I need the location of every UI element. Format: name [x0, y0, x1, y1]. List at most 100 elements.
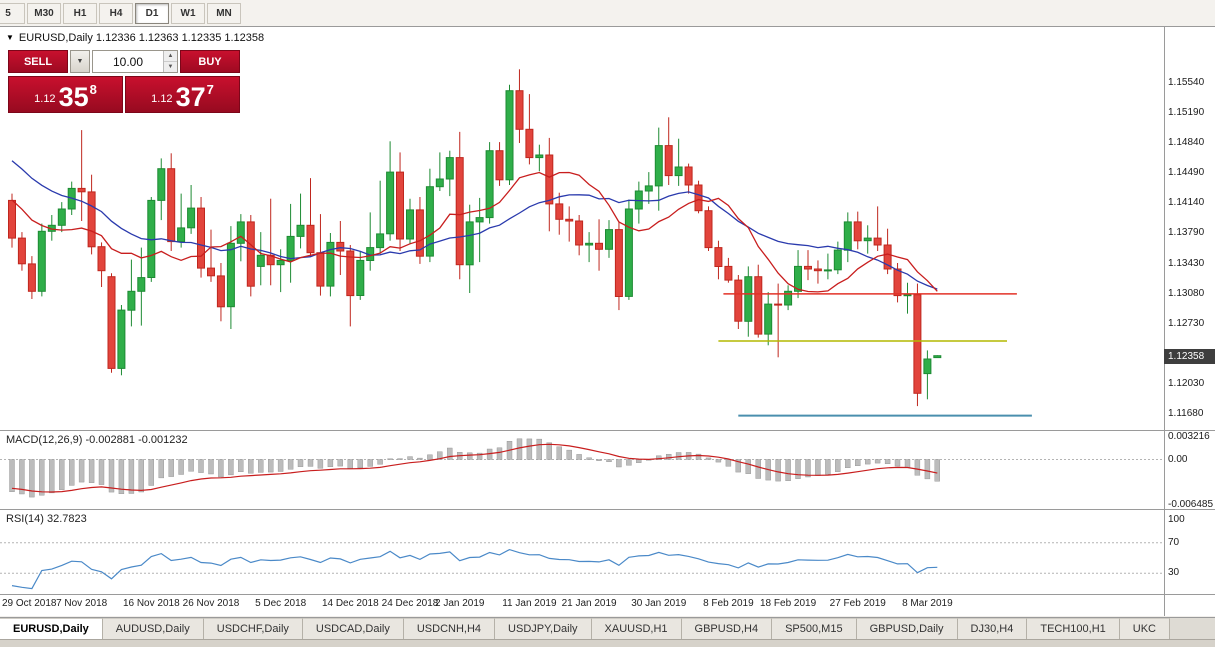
macd-histogram-bar	[785, 459, 791, 481]
macd-histogram-bar	[496, 447, 503, 460]
buy-price-main: 37	[175, 82, 206, 112]
time-axis-label: 11 Jan 2019	[502, 598, 557, 609]
chart-tab[interactable]: DJ30,H4	[957, 618, 1028, 639]
buy-price-prefix: 1.12	[151, 93, 173, 105]
volume-input[interactable]: 10.00 ▲ ▼	[92, 50, 178, 73]
panel-divider[interactable]	[0, 509, 1215, 510]
macd-histogram-bar	[98, 459, 105, 485]
timeframe-button-m30[interactable]: M30	[27, 2, 61, 24]
chart-tab[interactable]: AUDUSD,Daily	[102, 618, 204, 639]
chart-tab[interactable]: EURUSD,Daily	[0, 618, 103, 639]
chart-background	[0, 27, 1215, 616]
macd-histogram-bar	[19, 459, 25, 495]
sell-button[interactable]: SELL	[8, 50, 68, 73]
candlestick	[296, 224, 305, 237]
volume-decrease-button[interactable]: ▼	[164, 62, 177, 72]
chart-tab[interactable]: SP500,M15	[772, 618, 857, 639]
macd-histogram-bar	[168, 459, 174, 477]
candlestick	[585, 242, 594, 246]
candlestick	[933, 355, 942, 359]
candlestick	[485, 150, 494, 219]
candlestick	[256, 254, 265, 267]
one-click-trading-panel: SELL ▼ 10.00 ▲ ▼ BUY 1.12 35 8 1.12 37	[8, 50, 240, 113]
candlestick	[644, 185, 653, 192]
macd-histogram-bar	[118, 459, 125, 494]
time-axis: 29 Oct 2018 7 Nov 2018 16 Nov 2018 26 Nov 2…	[0, 596, 1164, 615]
chart-tab[interactable]: USDJPY,Daily	[495, 618, 592, 639]
volume-value[interactable]: 10.00	[112, 54, 144, 69]
chart-tab[interactable]: USDCAD,Daily	[302, 618, 404, 639]
macd-histogram-bar	[586, 457, 592, 460]
timeframe-button-w1[interactable]: W1	[171, 2, 205, 24]
macd-histogram-bar	[68, 459, 75, 486]
candlestick	[724, 265, 733, 281]
time-axis-label: 30 Jan 2019	[631, 598, 687, 609]
macd-histogram-bar	[88, 459, 95, 483]
candlestick	[435, 178, 444, 188]
price-chart[interactable]	[0, 28, 1164, 430]
candlestick	[97, 246, 106, 272]
candlestick	[804, 265, 812, 270]
macd-signal-line	[11, 443, 938, 493]
candlestick	[923, 358, 932, 375]
macd-indicator-chart[interactable]	[0, 431, 1164, 509]
macd-histogram-bar	[248, 459, 254, 474]
time-axis-label: 5 Dec 2018	[255, 598, 307, 609]
timeframe-button-h4[interactable]: H4	[99, 2, 133, 24]
candlestick	[764, 303, 773, 335]
volume-increase-button[interactable]: ▲	[164, 51, 177, 62]
candlestick	[207, 267, 215, 277]
macd-histogram-bar	[198, 459, 204, 473]
macd-histogram-bar	[556, 446, 562, 460]
candlestick	[445, 157, 454, 180]
chart-tab[interactable]: GBPUSD,H4	[681, 618, 773, 639]
candlestick	[157, 168, 166, 201]
time-axis-label: 29 Oct 2018	[2, 598, 57, 609]
candlestick	[893, 268, 902, 297]
chart-tab[interactable]: GBPUSD,Daily	[856, 618, 958, 639]
macd-histogram-bar	[476, 452, 483, 460]
timeframe-button-5[interactable]: 5	[0, 2, 25, 24]
candlestick	[704, 210, 713, 249]
timeframe-button-h1[interactable]: H1	[63, 2, 97, 24]
macd-histogram-bar	[417, 457, 423, 460]
ma-fast-line	[11, 171, 938, 293]
time-axis-label: 21 Jan 2019	[561, 598, 617, 609]
macd-histogram-bar	[228, 459, 234, 476]
timeframe-button-d1[interactable]: D1	[135, 2, 169, 24]
horizontal-scrollbar[interactable]	[0, 639, 1215, 647]
panel-divider[interactable]	[0, 430, 1215, 431]
volume-dropdown-button[interactable]: ▼	[70, 50, 90, 73]
timeframe-button-mn[interactable]: MN	[207, 2, 241, 24]
macd-histogram-bar	[437, 451, 443, 460]
chart-tab[interactable]: USDCHF,Daily	[203, 618, 303, 639]
macd-histogram-bar	[775, 459, 781, 482]
chart-tab[interactable]: XAUUSD,H1	[591, 618, 682, 639]
timeframe-toolbar: 5 M30 H1 H4 D1 W1 MN	[0, 0, 1215, 27]
chart-tab[interactable]: UKC	[1119, 618, 1170, 639]
rsi-indicator-chart[interactable]	[0, 510, 1164, 594]
candlestick	[87, 191, 96, 248]
candlestick	[187, 207, 196, 229]
chevron-down-icon: ▼	[76, 58, 84, 65]
buy-button[interactable]: BUY	[180, 50, 240, 73]
macd-histogram-bar	[934, 459, 940, 482]
buy-price-button[interactable]: 1.12 37 7	[125, 76, 240, 113]
chart-tab[interactable]: USDCNH,H4	[403, 618, 496, 639]
candlestick	[833, 249, 842, 271]
chart-tab[interactable]: TECH100,H1	[1027, 618, 1120, 639]
time-axis-label: 18 Feb 2019	[760, 598, 817, 609]
macd-histogram-bar	[277, 459, 284, 472]
candlestick	[236, 221, 245, 244]
candlestick	[17, 237, 26, 265]
candlestick	[57, 208, 66, 226]
macd-histogram-bar	[745, 459, 751, 474]
macd-histogram-bar	[268, 459, 274, 473]
candlestick	[565, 218, 574, 222]
time-axis-label: 8 Mar 2019	[902, 598, 953, 609]
macd-histogram-bar	[656, 455, 662, 460]
sell-price-button[interactable]: 1.12 35 8	[8, 76, 123, 113]
price-axis-divider	[1164, 27, 1165, 616]
macd-histogram-bar	[128, 459, 135, 494]
sell-price-pip: 8	[89, 82, 97, 97]
